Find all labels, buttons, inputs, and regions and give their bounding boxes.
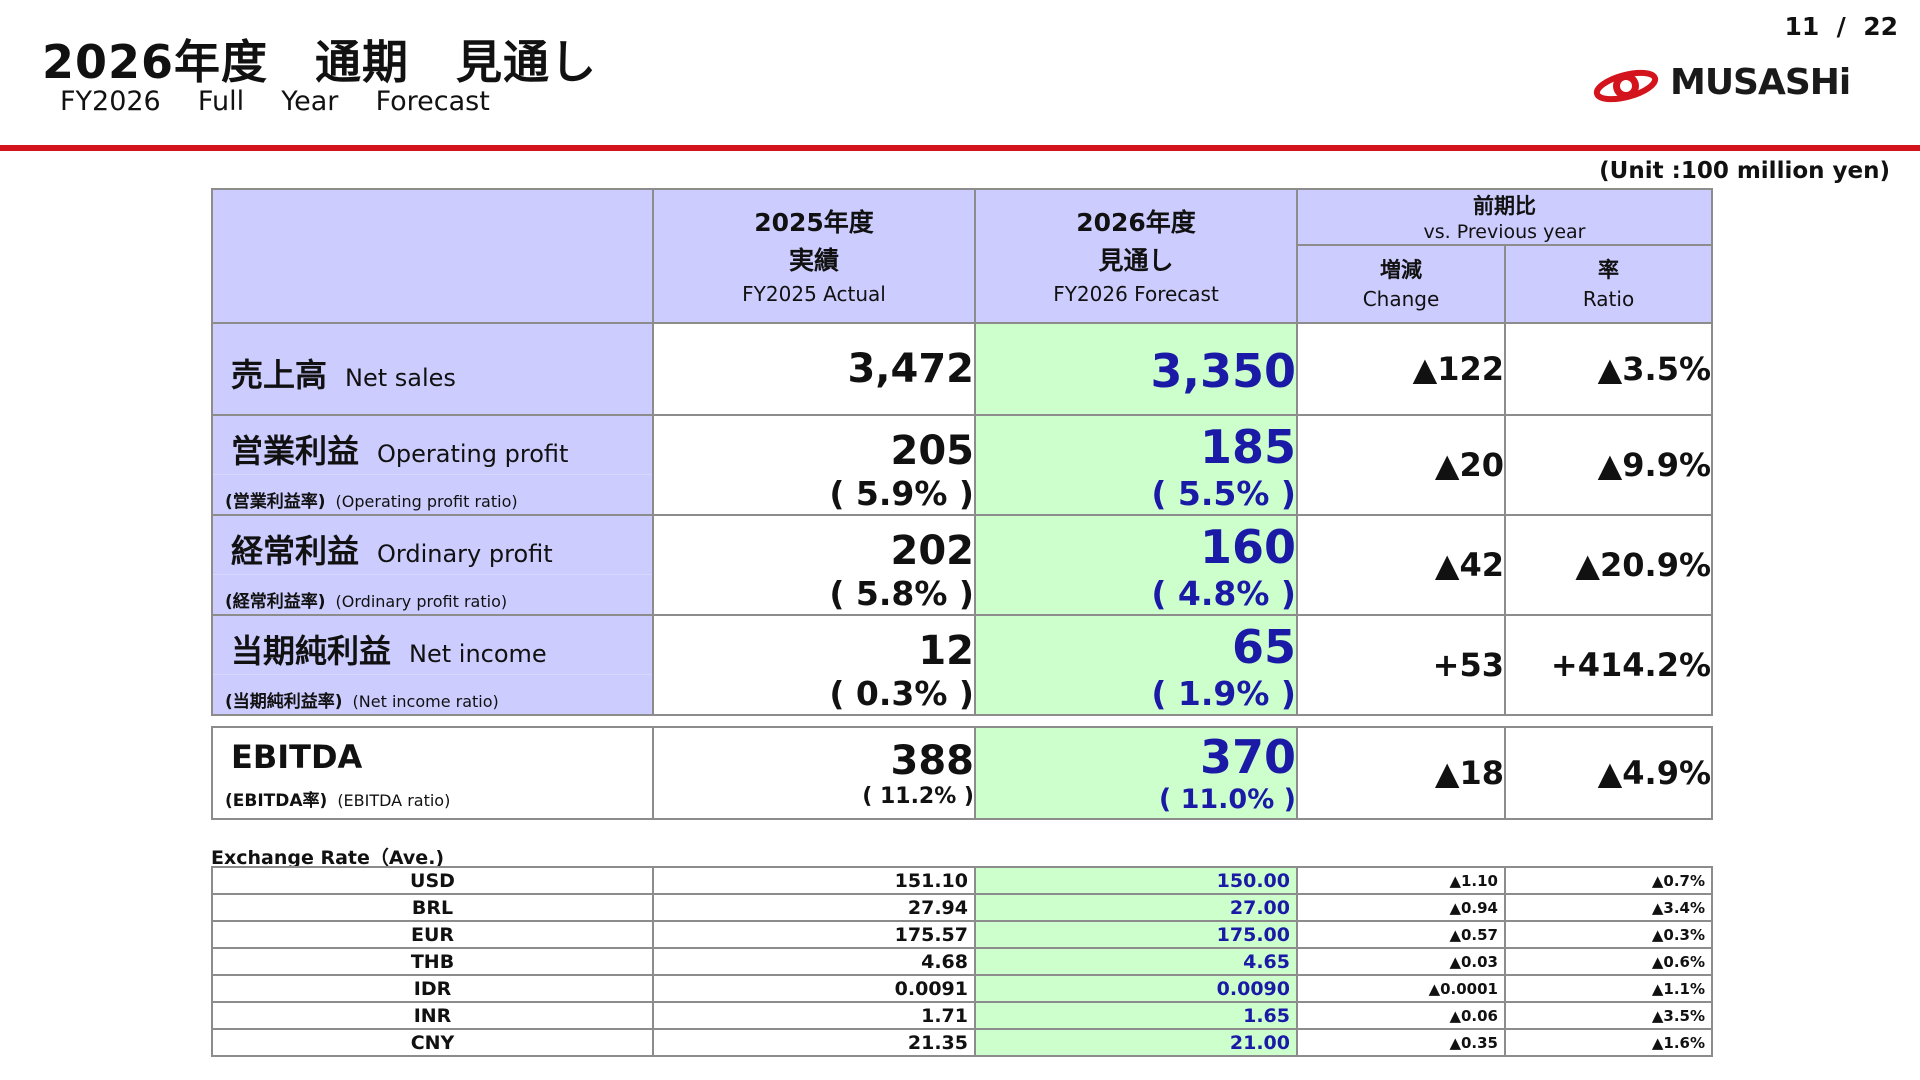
forecast-value: 370 ( 11.0% ) <box>974 726 1298 820</box>
row-label: 売上高 Net sales <box>211 322 654 416</box>
forecast-value: 185 ( 5.5% ) <box>974 414 1298 516</box>
fx-ratio: ▲0.7% <box>1504 866 1713 895</box>
fx-forecast: 175.00 <box>974 920 1298 949</box>
fx-forecast: 0.0090 <box>974 974 1298 1003</box>
page-title: 2026年度 通期 見通し <box>42 35 598 89</box>
fx-row: USD 151.10 150.00 ▲1.10 ▲0.7% <box>211 866 1713 895</box>
exchange-rate-table: USD 151.10 150.00 ▲1.10 ▲0.7% BRL 27.94 27.00 ▲0… <box>211 866 1713 1057</box>
fx-actual: 0.0091 <box>652 974 976 1003</box>
fx-currency: THB <box>211 947 654 976</box>
row-net-sales: 売上高 Net sales 3,472 3,350 ▲122 ▲3.5% <box>211 322 1714 416</box>
header-compare: 前期比 vs. Previous year <box>1295 188 1714 246</box>
fx-currency: EUR <box>211 920 654 949</box>
header-change: 増減 Change <box>1296 244 1506 324</box>
unit-note: (Unit :100 million yen) <box>1599 158 1890 184</box>
forecast-table: 2025年度 実績 FY2025 Actual 2026年度 見通し FY202… <box>211 188 1714 820</box>
ratio-value: ▲20.9% <box>1503 514 1714 616</box>
header-ratio: 率 Ratio <box>1503 244 1714 324</box>
fx-actual: 21.35 <box>652 1028 976 1057</box>
forecast-value: 65 ( 1.9% ) <box>974 614 1298 716</box>
fx-actual: 1.71 <box>652 1001 976 1030</box>
page-number: 11 / 22 <box>1784 12 1898 41</box>
table-spacer <box>212 714 1713 728</box>
fx-row: EUR 175.57 175.00 ▲0.57 ▲0.3% <box>211 920 1713 949</box>
fx-currency: BRL <box>211 893 654 922</box>
fx-row: THB 4.68 4.65 ▲0.03 ▲0.6% <box>211 947 1713 976</box>
fx-forecast: 27.00 <box>974 893 1298 922</box>
fx-change: ▲0.57 <box>1296 920 1506 949</box>
fx-ratio: ▲0.6% <box>1504 947 1713 976</box>
fx-actual: 27.94 <box>652 893 976 922</box>
forecast-value: 160 ( 4.8% ) <box>974 514 1298 616</box>
fx-row: INR 1.71 1.65 ▲0.06 ▲3.5% <box>211 1001 1713 1030</box>
fx-row: IDR 0.0091 0.0090 ▲0.0001 ▲1.1% <box>211 974 1713 1003</box>
ratio-value: ▲3.5% <box>1503 322 1714 416</box>
fx-forecast: 150.00 <box>974 866 1298 895</box>
logo-emblem-icon <box>1593 69 1659 103</box>
header-actual: 2025年度 実績 FY2025 Actual <box>652 188 976 324</box>
logo-wordmark: MUSASHi <box>1670 62 1851 103</box>
fx-ratio: ▲3.5% <box>1504 1001 1713 1030</box>
row-label: 当期純利益 Net income (当期純利益率) (Net income rati… <box>211 614 654 716</box>
row-net-income: 当期純利益 Net income (当期純利益率) (Net income rati… <box>211 614 1714 716</box>
row-operating-profit: 営業利益 Operating profit (営業利益率) (Operating p… <box>211 414 1714 516</box>
fx-forecast: 1.65 <box>974 1001 1298 1030</box>
fx-change: ▲0.94 <box>1296 893 1506 922</box>
fx-ratio: ▲0.3% <box>1504 920 1713 949</box>
change-value: ▲122 <box>1296 322 1506 416</box>
change-value: +53 <box>1296 614 1506 716</box>
actual-value: 202 ( 5.8% ) <box>652 514 976 616</box>
fx-currency: IDR <box>211 974 654 1003</box>
change-value: ▲18 <box>1296 726 1506 820</box>
ratio-value: +414.2% <box>1503 614 1714 716</box>
fx-ratio: ▲3.4% <box>1504 893 1713 922</box>
company-logo: MUSASHi <box>1592 56 1862 116</box>
actual-value: 3,472 <box>652 322 976 416</box>
fx-ratio: ▲1.1% <box>1504 974 1713 1003</box>
fx-caption: Exchange Rate（Ave.) <box>211 847 445 869</box>
fx-forecast: 4.65 <box>974 947 1298 976</box>
row-ebitda: EBITDA (EBITDA率) (EBITDA ratio) 388 ( 11.… <box>211 726 1714 820</box>
actual-value: 388 ( 11.2% ) <box>652 726 976 820</box>
header-blank <box>211 188 654 324</box>
fx-change: ▲1.10 <box>1296 866 1506 895</box>
row-label: EBITDA (EBITDA率) (EBITDA ratio) <box>211 726 654 820</box>
fx-change: ▲0.0001 <box>1296 974 1506 1003</box>
fx-change: ▲0.06 <box>1296 1001 1506 1030</box>
actual-value: 12 ( 0.3% ) <box>652 614 976 716</box>
forecast-value: 3,350 <box>974 322 1298 416</box>
row-label: 経常利益 Ordinary profit (経常利益率) (Ordinary pro… <box>211 514 654 616</box>
fx-change: ▲0.35 <box>1296 1028 1506 1057</box>
ratio-value: ▲4.9% <box>1503 726 1714 820</box>
ratio-value: ▲9.9% <box>1503 414 1714 516</box>
fx-row: CNY 21.35 21.00 ▲0.35 ▲1.6% <box>211 1028 1713 1057</box>
fx-actual: 4.68 <box>652 947 976 976</box>
fx-ratio: ▲1.6% <box>1504 1028 1713 1057</box>
fx-forecast: 21.00 <box>974 1028 1298 1057</box>
fx-currency: USD <box>211 866 654 895</box>
row-ordinary-profit: 経常利益 Ordinary profit (経常利益率) (Ordinary pro… <box>211 514 1714 616</box>
fx-actual: 151.10 <box>652 866 976 895</box>
fx-currency: CNY <box>211 1028 654 1057</box>
row-label: 営業利益 Operating profit (営業利益率) (Operating p… <box>211 414 654 516</box>
page-subtitle: FY2026 Full Year Forecast <box>60 86 490 117</box>
header-divider <box>0 145 1920 151</box>
change-value: ▲20 <box>1296 414 1506 516</box>
actual-value: 205 ( 5.9% ) <box>652 414 976 516</box>
header-forecast: 2026年度 見通し FY2026 Forecast <box>974 188 1298 324</box>
fx-change: ▲0.03 <box>1296 947 1506 976</box>
fx-row: BRL 27.94 27.00 ▲0.94 ▲3.4% <box>211 893 1713 922</box>
fx-currency: INR <box>211 1001 654 1030</box>
change-value: ▲42 <box>1296 514 1506 616</box>
fx-actual: 175.57 <box>652 920 976 949</box>
